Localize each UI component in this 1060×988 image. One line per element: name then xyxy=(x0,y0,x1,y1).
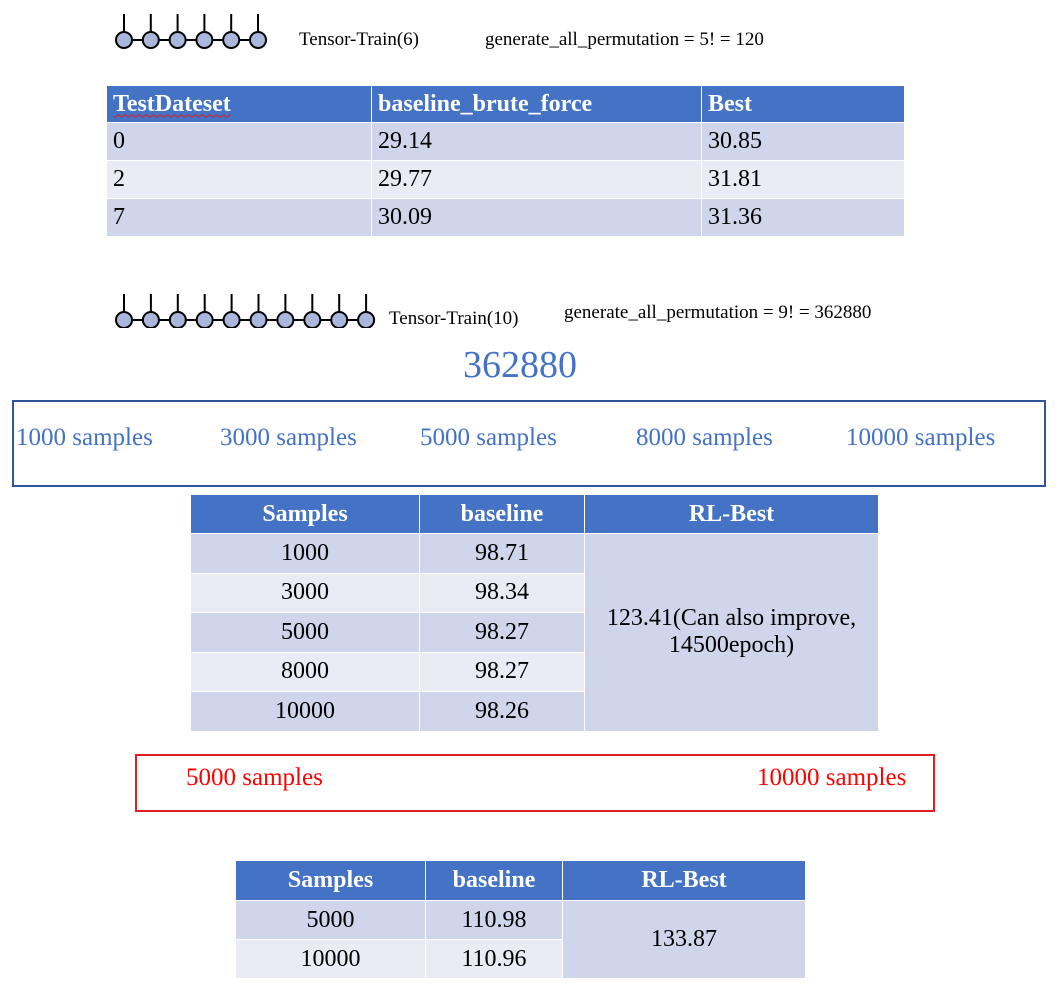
tensor-node xyxy=(222,31,241,49)
table-row: 5000 110.98 133.87 xyxy=(235,900,806,979)
tensor-node xyxy=(115,311,133,328)
tensor-train-6-diagram xyxy=(115,14,267,49)
tensor-node xyxy=(303,311,322,328)
table-header-row: Samples baseline RL-Best xyxy=(235,860,806,901)
table-row: 5000 98.27 xyxy=(190,612,879,653)
samples-baseline-table: Samples baseline RL-Best 1000 98.71 123.… xyxy=(190,494,879,732)
tensor-node xyxy=(195,31,214,49)
table-cell: 8000 xyxy=(190,651,420,692)
table-cell: 1000 xyxy=(190,533,420,574)
table-header-row: TestDateset baseline_brute_force Best xyxy=(106,85,905,123)
table-row: 10000 98.26 xyxy=(190,691,879,732)
table-cell: 30.09 xyxy=(371,198,702,237)
table-cell: 31.81 xyxy=(701,160,905,199)
column-header: baseline xyxy=(425,860,563,901)
table-cell: 30.85 xyxy=(701,122,905,161)
column-header: TestDateset xyxy=(106,85,372,123)
table-cell: 98.26 xyxy=(419,691,585,732)
table-header-row: Samples baseline RL-Best xyxy=(190,494,879,534)
rl-best-cell: 133.87 xyxy=(562,900,806,979)
tensor-node xyxy=(168,311,187,328)
table-cell: 7 xyxy=(106,198,372,237)
sample-options-box xyxy=(12,400,1046,487)
table-cell: 5000 xyxy=(235,900,426,940)
tensor-node xyxy=(222,311,241,328)
column-header: Best xyxy=(701,85,905,123)
tensor-train-6-label: Tensor-Train(6) xyxy=(299,29,420,50)
table-cell: 98.71 xyxy=(419,533,585,574)
tensor-node xyxy=(141,311,160,328)
tensor-node xyxy=(276,311,295,328)
table-cell: 5000 xyxy=(190,612,420,653)
table-row: 10000 110.96 xyxy=(235,939,806,979)
table-cell: 2 xyxy=(106,160,372,199)
rl-best-cell: 123.41(Can also improve, 14500epoch) xyxy=(584,533,879,732)
tensor-node xyxy=(249,311,268,328)
column-header: RL-Best xyxy=(584,494,879,534)
sample-option-5000: 5000 samples xyxy=(420,424,557,451)
table-cell: 98.34 xyxy=(419,572,585,613)
sample-option-10000: 10000 samples xyxy=(846,424,996,451)
table-row: 8000 98.27 xyxy=(190,651,879,692)
sample-option-3000: 3000 samples xyxy=(220,424,357,451)
tensor-train-10-label: Tensor-Train(10) xyxy=(389,308,519,329)
testdataset-table: TestDateset baseline_brute_force Best 0 … xyxy=(106,85,905,237)
table-cell: 31.36 xyxy=(701,198,905,237)
table-row: 1000 98.71 123.41(Can also improve, 1450… xyxy=(190,533,879,732)
tensor-node xyxy=(195,311,214,328)
table-cell: 3000 xyxy=(190,572,420,613)
table-cell: 29.14 xyxy=(371,122,702,161)
column-header: baseline_brute_force xyxy=(371,85,702,123)
tensor-node xyxy=(330,311,349,328)
sample-option-1000: 1000 samples xyxy=(16,424,153,451)
tensor-node xyxy=(115,31,133,49)
column-header: RL-Best xyxy=(562,860,806,901)
table-row: 0 29.14 30.85 xyxy=(106,122,905,161)
table-cell: 98.27 xyxy=(419,612,585,653)
tensor-node xyxy=(357,311,376,328)
permutation-text-1: generate_all_permutation = 5! = 120 xyxy=(485,29,764,50)
column-header: Samples xyxy=(190,494,420,534)
tensor-node xyxy=(141,31,160,49)
table-cell: 0 xyxy=(106,122,372,161)
table-cell: 10000 xyxy=(235,939,426,979)
tensor-node xyxy=(168,31,187,49)
table-cell: 110.96 xyxy=(425,939,563,979)
table-cell: 10000 xyxy=(190,691,420,732)
permutation-text-2: generate_all_permutation = 9! = 362880 xyxy=(564,302,872,323)
table-cell: 98.27 xyxy=(419,651,585,692)
permutation-count: 362880 xyxy=(463,344,577,386)
table-row: 7 30.09 31.36 xyxy=(106,198,905,237)
tensor-train-10-diagram xyxy=(115,294,376,328)
column-header: Samples xyxy=(235,860,426,901)
selected-sample-10000: 10000 samples xyxy=(757,764,907,791)
table-cell: 110.98 xyxy=(425,900,563,940)
sample-option-8000: 8000 samples xyxy=(636,424,773,451)
tensor-node xyxy=(249,31,267,49)
selected-samples-box xyxy=(135,754,935,812)
selected-sample-5000: 5000 samples xyxy=(186,764,323,791)
table-cell: 29.77 xyxy=(371,160,702,199)
column-header: baseline xyxy=(419,494,585,534)
table-row: 2 29.77 31.81 xyxy=(106,160,905,199)
table-row: 3000 98.34 xyxy=(190,572,879,613)
selected-samples-table: Samples baseline RL-Best 5000 110.98 133… xyxy=(235,860,806,979)
